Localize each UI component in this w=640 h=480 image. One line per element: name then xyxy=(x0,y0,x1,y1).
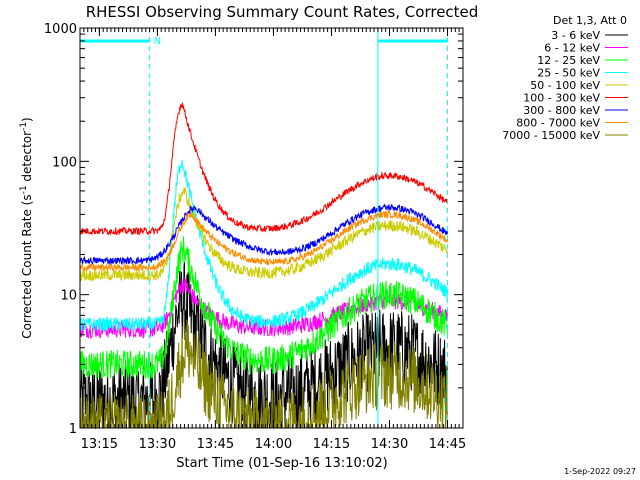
legend-label-3: 12 - 25 keV xyxy=(537,54,600,67)
x-tick-label-1: 13:15 xyxy=(81,437,118,452)
y-tick-label-4: 1000 xyxy=(44,22,77,37)
x-tick-label-2: 13:30 xyxy=(139,437,176,452)
y-tick-label-3: 100 xyxy=(52,155,77,170)
legend-label-2: 6 - 12 keV xyxy=(544,42,600,55)
chart-title: RHESSI Observing Summary Count Rates, Co… xyxy=(86,3,479,21)
night-annotation: N xyxy=(154,36,161,47)
legend-label-4: 25 - 50 keV xyxy=(537,67,600,80)
series-line-4 xyxy=(79,159,448,332)
legend-label-8: 800 - 7000 keV xyxy=(516,117,600,130)
y-axis-label-end: ) xyxy=(20,117,34,122)
series-line-8 xyxy=(79,209,448,273)
legend-header: Det 1,3, Att 0 xyxy=(553,14,627,27)
x-axis-label: Start Time (01-Sep-16 13:10:02) xyxy=(176,456,387,471)
legend-label-6: 100 - 300 keV xyxy=(523,92,600,105)
series-line-7 xyxy=(79,202,448,266)
legend-label-5: 50 - 100 keV xyxy=(530,79,600,92)
plot-frame xyxy=(79,27,464,429)
series-line-6 xyxy=(79,102,448,236)
legend-label-1: 3 - 6 keV xyxy=(551,29,600,42)
date-stamp: 1-Sep-2022 09:27 xyxy=(564,467,636,476)
axes-layer: 13:15 13:30 13:45 14:00 14:15 14:30 14:45 1 10 10… xyxy=(44,22,466,452)
y-tick-label-2: 10 xyxy=(60,289,77,304)
y-axis-label-sup2: -1 xyxy=(19,122,29,131)
legend-label-9: 7000 - 15000 keV xyxy=(502,129,600,142)
y-axis-label: Corrected Count Rate (s-1 detector-1) xyxy=(19,117,34,338)
data-layer xyxy=(79,102,448,430)
series-line-3 xyxy=(79,236,448,379)
legend-label-7: 300 - 800 keV xyxy=(523,104,600,117)
x-tick-label-7: 14:45 xyxy=(429,437,466,452)
x-tick-label-5: 14:15 xyxy=(313,437,350,452)
x-tick-label-4: 14:00 xyxy=(255,437,292,452)
y-axis-label-sup1: -1 xyxy=(19,185,29,194)
series-line-5 xyxy=(79,187,448,283)
y-tick-label-1: 1 xyxy=(69,422,77,437)
y-axis-label-mid: detector xyxy=(20,131,34,186)
x-tick-label-6: 14:30 xyxy=(371,437,408,452)
x-tick-label-3: 13:45 xyxy=(197,437,234,452)
y-axis-label-main: Corrected Count Rate (s xyxy=(20,194,34,338)
